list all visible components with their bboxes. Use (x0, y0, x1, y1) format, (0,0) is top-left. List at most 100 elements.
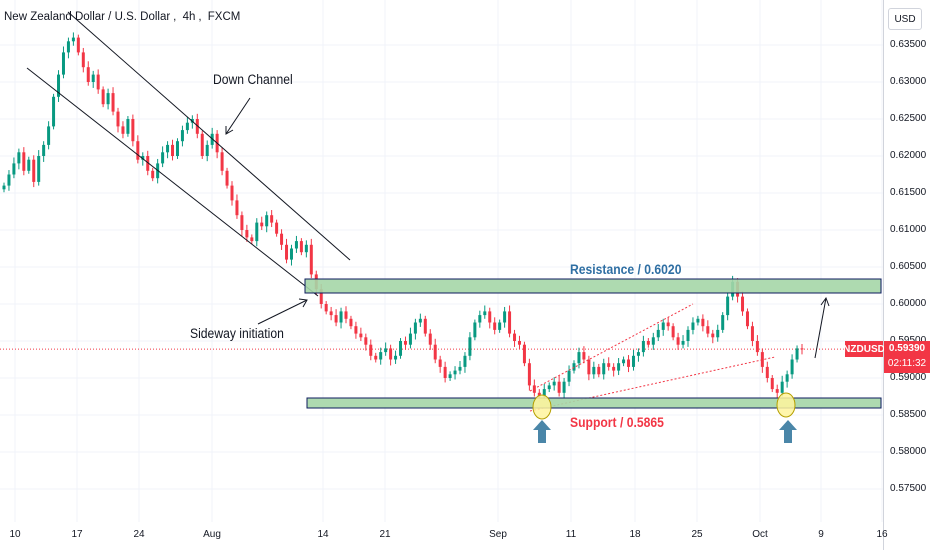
annotation-sideway[interactable]: Sideway initiation (190, 326, 284, 341)
time-tick-label: 9 (818, 529, 824, 540)
support-zone[interactable] (306, 397, 882, 409)
candle-body (800, 348, 804, 350)
price-axis[interactable] (883, 0, 932, 550)
time-tick-label: 18 (629, 529, 641, 540)
candle-body (151, 170, 155, 179)
current-price-box: 0.59390 02:11:32 (884, 341, 930, 373)
candle-body (423, 318, 427, 334)
candle-body (171, 144, 175, 156)
candle (631, 349, 635, 371)
candle-body (641, 341, 645, 353)
candle-body (755, 341, 759, 353)
candle (205, 140, 209, 162)
candle-body (146, 156, 150, 171)
candle (96, 69, 100, 94)
candle-body (369, 344, 373, 356)
candle-body (42, 144, 46, 156)
candle-body (448, 374, 452, 378)
candle-body (513, 333, 517, 341)
candle-body (443, 366, 447, 378)
currency-selector[interactable]: USD (888, 8, 922, 30)
candle-body (498, 322, 502, 330)
candle-body (205, 144, 209, 156)
candle (572, 360, 576, 374)
candle (255, 218, 259, 247)
candle (374, 352, 378, 363)
channel-upper-line[interactable] (67, 11, 351, 261)
candle-body (275, 222, 279, 234)
candle-body (656, 329, 660, 338)
candle (131, 114, 135, 147)
candle-body (309, 244, 313, 275)
candle (508, 305, 512, 338)
candle (423, 315, 427, 337)
candle (532, 379, 536, 397)
resistance-zone[interactable] (304, 278, 882, 294)
candle-body (671, 326, 675, 338)
candle-body (57, 74, 61, 97)
candle-body (180, 130, 184, 142)
candle-body (389, 348, 393, 360)
candle (755, 335, 759, 356)
candle (61, 46, 65, 79)
candle (389, 344, 393, 366)
candle-body (17, 152, 21, 164)
candle-body (676, 337, 680, 345)
candle (7, 170, 11, 191)
candle-body (260, 222, 264, 227)
wedge-upper-line[interactable] (529, 303, 694, 392)
candle-body (651, 337, 655, 345)
candle (721, 312, 725, 333)
time-tick-label: 24 (133, 529, 145, 540)
candle-body (394, 355, 398, 360)
candle (47, 121, 51, 150)
candle-body (230, 185, 234, 201)
candle (607, 357, 611, 371)
price-tick-label: 0.59500 (890, 335, 926, 347)
candle-body (121, 126, 125, 134)
annotation-support[interactable]: Support / 0.5865 (570, 415, 664, 430)
candle (71, 32, 75, 46)
candle-body (721, 315, 725, 330)
candle-body (517, 341, 521, 345)
candle-body (592, 366, 596, 375)
candle-body (706, 326, 710, 334)
projection-arrow (814, 296, 830, 359)
candle-body (185, 122, 189, 131)
candle-body (562, 381, 566, 393)
annotation-resistance[interactable]: Resistance / 0.6020 (570, 262, 682, 277)
support-touch-circle-2[interactable] (776, 392, 796, 418)
candle-body (433, 344, 437, 360)
candle (359, 327, 363, 341)
candle (587, 355, 591, 381)
price-tick-label: 0.58000 (890, 446, 927, 457)
candle (126, 116, 130, 137)
candle (726, 292, 730, 321)
candle (180, 125, 184, 147)
candle (612, 363, 616, 377)
candle (513, 329, 517, 347)
candle (701, 314, 705, 332)
candle-body (141, 156, 145, 160)
candle-body (701, 318, 705, 327)
annotation-down-channel[interactable]: Down Channel (213, 72, 293, 87)
candle (651, 332, 655, 350)
candle-body (438, 359, 442, 367)
time-tick-label: 14 (317, 529, 329, 540)
time-tick-label: Oct (752, 529, 768, 540)
support-touch-circle-1[interactable] (532, 394, 552, 420)
candle (493, 317, 497, 335)
symbol-title[interactable]: New Zealand Dollar / U.S. Dollar, 4h, FX… (4, 11, 241, 23)
candle-body (572, 363, 576, 371)
candle (641, 335, 645, 357)
channel-lower-line[interactable] (26, 67, 319, 297)
candle-body (428, 333, 432, 345)
candle (741, 291, 745, 316)
candle (324, 301, 328, 315)
candle (770, 375, 774, 393)
candle (280, 229, 284, 250)
candle-body (631, 355, 635, 367)
candle-body (403, 341, 407, 345)
candle (220, 147, 224, 176)
